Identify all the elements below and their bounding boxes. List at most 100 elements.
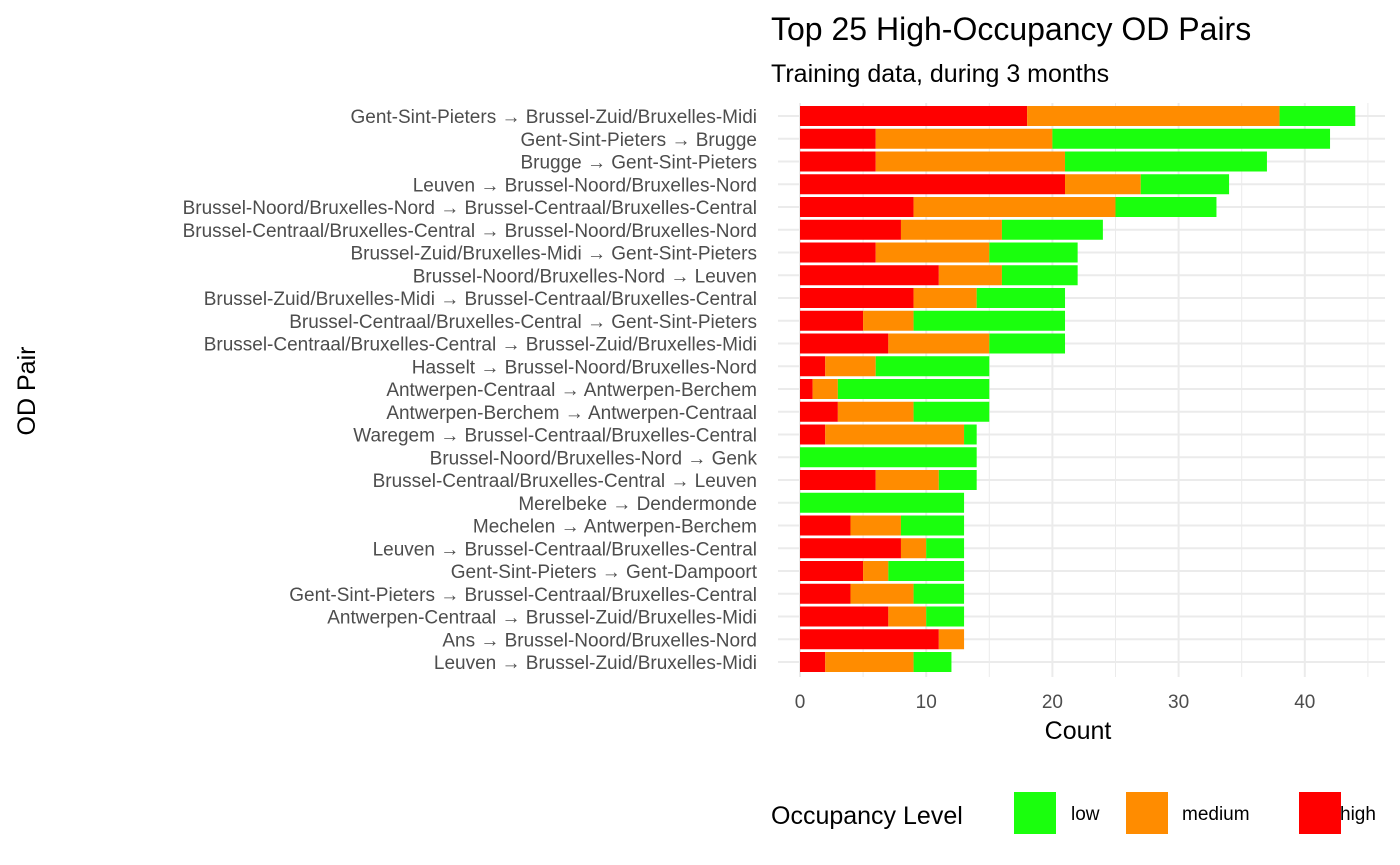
y-tick-label: Gent-Sint-Pieters → Brugge — [520, 130, 757, 151]
bar-high — [800, 401, 838, 422]
legend: Occupancy Level low medium high — [771, 792, 1376, 834]
bar-medium — [863, 561, 889, 581]
bar-high — [800, 515, 851, 536]
bar-low — [800, 492, 965, 513]
y-tick-label: Antwerpen-Centraal → Antwerpen-Berchem — [386, 380, 757, 401]
bar-low — [913, 401, 990, 422]
bar-high — [800, 561, 864, 581]
y-tick-label: Leuven → Brussel-Zuid/Bruxelles-Midi — [434, 653, 757, 674]
bar-medium — [825, 356, 876, 377]
bar-medium — [850, 583, 914, 604]
bar-high — [800, 424, 826, 445]
y-tick-label: Gent-Sint-Pieters → Brussel-Centraal/Bru… — [289, 585, 757, 606]
y-tick-label: Brussel-Zuid/Bruxelles-Midi → Gent-Sint-… — [350, 244, 757, 265]
bar-high — [800, 197, 914, 217]
bar-low — [926, 538, 965, 559]
bar-high — [800, 379, 813, 399]
bar-medium — [938, 265, 1002, 286]
bar-low — [913, 310, 1066, 331]
y-tick-label: Antwerpen-Berchem → Antwerpen-Centraal — [386, 403, 757, 424]
bar-high — [800, 470, 876, 490]
bar-high — [800, 151, 876, 172]
bar-low — [1001, 219, 1103, 240]
bar-high — [800, 242, 876, 263]
y-tick-label: Brussel-Noord/Bruxelles-Nord → Genk — [430, 448, 758, 469]
bar-high — [800, 310, 864, 331]
y-tick-labels: Gent-Sint-Pieters → Brussel-Zuid/Bruxell… — [183, 107, 758, 674]
y-tick-label: Brussel-Centraal/Bruxelles-Central → Bru… — [204, 335, 757, 356]
x-tick-label: 0 — [795, 692, 806, 713]
bar-high — [800, 583, 851, 604]
bar-high — [800, 538, 901, 559]
y-tick-label: Brussel-Noord/Bruxelles-Nord → Leuven — [413, 266, 757, 287]
bar-low — [938, 470, 977, 490]
y-tick-label: Brugge → Gent-Sint-Pieters — [520, 153, 757, 174]
bar-low — [1001, 265, 1078, 286]
y-tick-label: Ans → Brussel-Noord/Bruxelles-Nord — [442, 630, 757, 651]
bar-medium — [875, 151, 1066, 172]
bar-high — [800, 174, 1066, 195]
bar-low — [1115, 197, 1217, 217]
y-tick-label: Merelbeke → Dendermonde — [518, 494, 757, 515]
bar-low — [976, 288, 1066, 308]
bar-low — [1140, 174, 1230, 195]
bar-low — [913, 583, 965, 604]
bar-high — [800, 265, 939, 286]
bar-medium — [875, 470, 939, 490]
bar-medium — [812, 379, 838, 399]
legend-swatch-low — [1014, 792, 1056, 834]
chart-title: Top 25 High-Occupancy OD Pairs — [771, 11, 1251, 47]
bar-low — [989, 333, 1066, 354]
bar-medium — [837, 401, 914, 422]
bar-low — [913, 652, 952, 672]
bar-low — [900, 515, 965, 536]
legend-label-medium: medium — [1182, 804, 1250, 825]
y-tick-label: Leuven → Brussel-Noord/Bruxelles-Nord — [413, 175, 757, 196]
bar-low — [1065, 151, 1267, 172]
x-tick-label: 30 — [1168, 692, 1189, 713]
bar-medium — [825, 424, 965, 445]
bar-high — [800, 356, 826, 377]
y-tick-label: Brussel-Centraal/Bruxelles-Central → Leu… — [373, 471, 757, 492]
bar-medium — [875, 242, 990, 263]
x-tick-label: 20 — [1042, 692, 1063, 713]
x-tick-label: 10 — [916, 692, 937, 713]
chart-subtitle: Training data, during 3 months — [771, 60, 1109, 88]
x-axis-title: Count — [1045, 717, 1112, 745]
y-tick-label: Gent-Sint-Pieters → Brussel-Zuid/Bruxell… — [350, 107, 757, 128]
bar-medium — [913, 288, 977, 308]
bar-high — [800, 652, 826, 672]
bar-medium — [1027, 106, 1280, 126]
bar-high — [800, 333, 889, 354]
bar-low — [800, 447, 977, 468]
bar-medium — [825, 652, 914, 672]
bar-medium — [938, 629, 965, 650]
bar-low — [837, 379, 990, 399]
y-tick-label: Antwerpen-Centraal → Brussel-Zuid/Bruxel… — [327, 608, 757, 629]
y-tick-label: Leuven → Brussel-Centraal/Bruxelles-Cent… — [373, 539, 757, 560]
legend-swatch-high — [1299, 792, 1341, 834]
legend-title: Occupancy Level — [771, 802, 963, 830]
x-tick-label: 40 — [1294, 692, 1315, 713]
bar-medium — [888, 606, 927, 627]
y-tick-label: Gent-Sint-Pieters → Gent-Dampoort — [451, 562, 758, 583]
bar-medium — [850, 515, 901, 536]
y-tick-label: Waregem → Brussel-Centraal/Bruxelles-Cen… — [353, 426, 757, 447]
y-tick-label: Brussel-Centraal/Bruxelles-Central → Gen… — [289, 312, 757, 333]
bar-low — [875, 356, 990, 377]
bar-high — [800, 219, 901, 240]
y-tick-label: Mechelen → Antwerpen-Berchem — [473, 517, 757, 538]
bar-high — [800, 106, 1028, 126]
bar-low — [964, 424, 977, 445]
bar-medium — [875, 128, 1053, 149]
bar-low — [989, 242, 1078, 263]
bar-medium — [1065, 174, 1141, 195]
bar-low — [926, 606, 965, 627]
y-tick-label: Brussel-Noord/Bruxelles-Nord → Brussel-C… — [183, 198, 757, 219]
bar-medium — [863, 310, 914, 331]
y-tick-label: Brussel-Centraal/Bruxelles-Central → Bru… — [183, 221, 757, 242]
bar-medium — [913, 197, 1116, 217]
y-tick-label: Brussel-Zuid/Bruxelles-Midi → Brussel-Ce… — [204, 289, 757, 310]
bar-medium — [900, 219, 1002, 240]
